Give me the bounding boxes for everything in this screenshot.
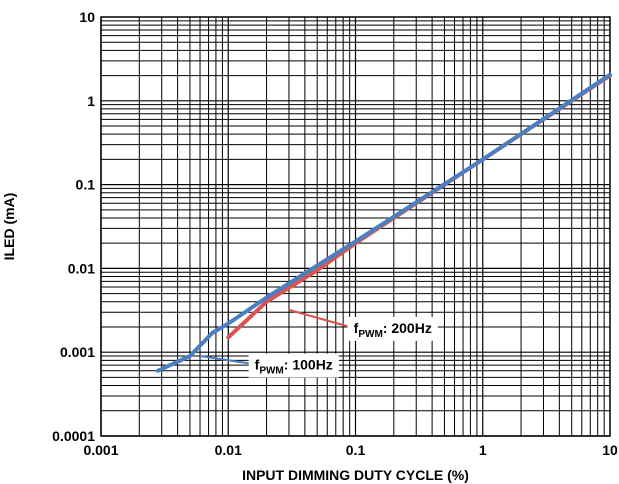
y-tick-label: 0.01	[68, 260, 95, 276]
x-tick-label: 0.01	[215, 442, 242, 458]
annotation-label: fPWM: 100Hz	[255, 357, 333, 377]
series-line-100hz	[155, 72, 612, 373]
y-axis-label: ILED (mA)	[1, 193, 17, 261]
chart-grid	[100, 17, 610, 437]
x-axis-label: INPUT DIMMING DUTY CYCLE (%)	[242, 467, 469, 483]
annotation-leader	[288, 308, 350, 328]
plot-frame	[100, 16, 611, 437]
y-tick-label: 0.001	[60, 344, 95, 360]
x-tick-label: 0.001	[83, 442, 118, 458]
annotation-label: fPWM: 200Hz	[354, 320, 432, 340]
x-tick-label: 10	[602, 442, 618, 458]
chart-annotations: fPWM: 200Hz fPWM: 100Hz	[199, 308, 438, 378]
annotation-background	[248, 353, 339, 378]
y-tick-label: 0.1	[76, 177, 96, 193]
chart-series	[155, 72, 612, 373]
annotation-background	[347, 316, 438, 341]
annotation-leader	[199, 355, 251, 365]
x-tick-label: 0.1	[346, 442, 366, 458]
x-tick-label: 1	[479, 442, 487, 458]
y-tick-label: 10	[79, 9, 95, 25]
y-tick-label: 0.0001	[52, 428, 95, 444]
y-tick-label: 1	[87, 93, 95, 109]
